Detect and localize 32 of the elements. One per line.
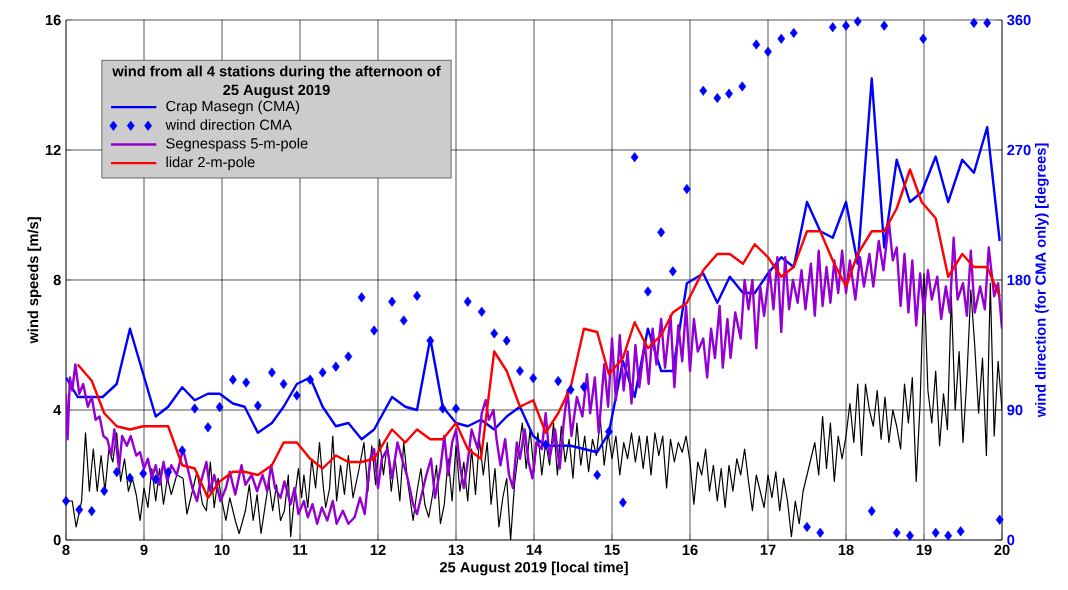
- y2-tick-label: 360: [1007, 14, 1031, 26]
- x-tick-label: 11: [293, 544, 308, 555]
- y-tick-label: 8: [53, 274, 61, 286]
- x-tick-label: 18: [838, 544, 854, 556]
- y-tick-label: 4: [53, 404, 62, 416]
- legend-title: wind from all 4 stations during the afternoon of 25 August 2019: [112, 65, 441, 99]
- x-tick-label: 8: [62, 544, 70, 556]
- x-tick-label: 13: [448, 544, 464, 556]
- x-tick-label: 20: [994, 544, 1010, 556]
- x-tick-label: 17: [760, 544, 776, 555]
- y2-tick-label: 270: [1007, 144, 1031, 156]
- line-series: [66, 220, 1002, 525]
- legend-label: Segnespass 5-m-pole: [166, 137, 308, 152]
- x-tick-label: 16: [682, 544, 698, 556]
- y-axis-title: wind speeds [m/s]: [27, 217, 42, 344]
- y-tick-label: 12: [45, 144, 61, 156]
- legend-label: lidar 2-m-pole: [166, 156, 255, 171]
- x-tick-label: 15: [604, 544, 620, 555]
- x-tick-label: 10: [214, 544, 230, 556]
- y2-tick-label: 0: [1007, 534, 1015, 546]
- x-tick-label: 9: [140, 544, 148, 556]
- legend-label: Crap Masegn (CMA): [166, 100, 300, 115]
- y2-tick-label: 180: [1007, 274, 1031, 286]
- y2-axis-title: wind direction (for CMA only) [degrees]: [1035, 143, 1049, 418]
- y-tick-label: 16: [45, 14, 61, 26]
- x-tick-label: 14: [526, 544, 543, 555]
- x-axis-title: 25 August 2019 [local time]: [439, 561, 628, 576]
- y-tick-label: 0: [53, 534, 61, 546]
- y2-tick-label: 90: [1007, 404, 1023, 416]
- x-tick-label: 19: [916, 544, 932, 556]
- legend-label: wind direction CMA: [165, 119, 292, 130]
- x-tick-label: 12: [370, 544, 386, 555]
